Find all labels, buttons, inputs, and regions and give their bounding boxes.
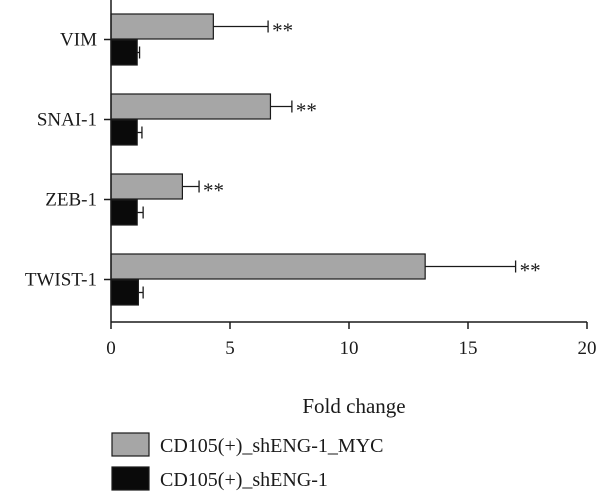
ticks-layer: 0 5 10 15 20 bbox=[106, 322, 597, 359]
x-tick-label: 15 bbox=[459, 338, 478, 359]
category-label: SNAI-1 bbox=[37, 110, 97, 131]
x-axis-title: Fold change bbox=[302, 394, 405, 418]
bar bbox=[110, 173, 184, 200]
bars-layer: ** ** ** ** bbox=[110, 13, 541, 306]
significance-annotation: ** bbox=[520, 259, 541, 283]
significance-annotation: ** bbox=[296, 99, 317, 123]
bar bbox=[110, 253, 426, 280]
bar bbox=[110, 93, 272, 120]
x-tick-label: 5 bbox=[225, 338, 235, 359]
legend-label: CD105(+)_shENG-1 bbox=[160, 469, 328, 491]
legend-swatch bbox=[111, 466, 150, 491]
category-label: VIM bbox=[60, 30, 97, 51]
x-tick-label: 20 bbox=[578, 338, 597, 359]
significance-annotation: ** bbox=[272, 19, 293, 43]
category-label: ZEB-1 bbox=[45, 190, 97, 211]
bar bbox=[110, 13, 214, 40]
category-label: TWIST-1 bbox=[25, 270, 97, 291]
legend-swatch bbox=[111, 432, 150, 457]
category-labels: VIM SNAI-1 ZEB-1 TWIST-1 bbox=[25, 30, 111, 291]
significance-annotation: ** bbox=[203, 179, 224, 203]
bar bbox=[110, 119, 138, 146]
legend: CD105(+)_shENG-1_MYC CD105(+)_shENG-1 bbox=[111, 432, 384, 491]
bar bbox=[110, 199, 138, 226]
x-tick-label: 0 bbox=[106, 338, 116, 359]
legend-label: CD105(+)_shENG-1_MYC bbox=[160, 435, 384, 457]
bar bbox=[110, 39, 138, 66]
bar bbox=[110, 279, 139, 306]
x-tick-label: 10 bbox=[340, 338, 359, 359]
